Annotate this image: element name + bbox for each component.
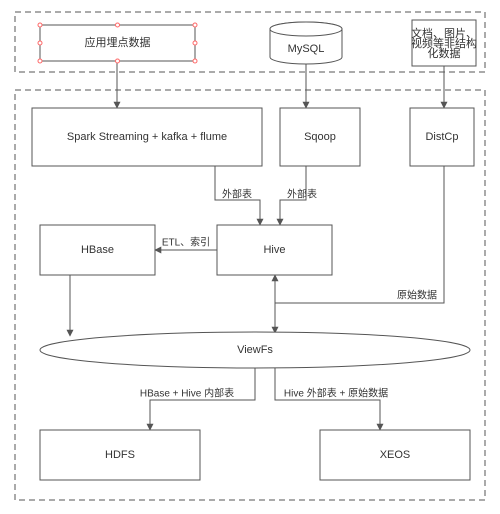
node-label-viewfs: ViewFs <box>237 344 273 356</box>
node-label-sqoop: Sqoop <box>304 131 336 143</box>
node-label-hbase: HBase <box>81 244 114 256</box>
selection-handle[interactable] <box>193 41 197 45</box>
node-hbase: HBase <box>40 225 155 275</box>
node-label-app-data: 应用埋点数据 <box>85 35 151 49</box>
node-label-mysql: MySQL <box>288 43 325 55</box>
node-hive: Hive <box>217 225 332 275</box>
node-label-ssf: Spark Streaming + kafka + flume <box>67 131 227 143</box>
selection-handle[interactable] <box>38 41 42 45</box>
node-app-data: 应用埋点数据 <box>38 23 197 63</box>
edge-label-viewfs-xeos: Hive 外部表 + 原始数据 <box>284 387 388 400</box>
node-docs: 文档、图片、视频等非结构化数据 <box>411 20 477 66</box>
architecture-diagram: 外部表 外部表 ETL、索引原始数据 HBase + Hive 内部表 Hive 外部表… <box>0 0 500 514</box>
edge-label-sqoop-hive: 外部表 <box>287 188 317 201</box>
node-ssf: Spark Streaming + kafka + flume <box>32 108 262 166</box>
edge-label-ssf-hive: 外部表 <box>222 188 252 201</box>
node-sqoop: Sqoop <box>280 108 360 166</box>
edge-label-viewfs-hdfs: HBase + Hive 内部表 <box>140 387 234 400</box>
node-label-hive: Hive <box>263 244 285 256</box>
node-mysql: MySQL <box>270 22 342 64</box>
node-hdfs: HDFS <box>40 430 200 480</box>
selection-handle[interactable] <box>116 23 120 27</box>
edge-label-hive-hbase: ETL、索引 <box>162 236 210 249</box>
node-label-xeos: XEOS <box>380 449 411 461</box>
node-distcp: DistCp <box>410 108 474 166</box>
node-viewfs: ViewFs <box>40 332 470 368</box>
selection-handle[interactable] <box>116 59 120 63</box>
edge-label-distcp-viewfs: 原始数据 <box>397 289 437 302</box>
node-label-hdfs: HDFS <box>105 449 135 461</box>
node-label-distcp: DistCp <box>425 131 458 143</box>
node-xeos: XEOS <box>320 430 470 480</box>
selection-handle[interactable] <box>38 23 42 27</box>
selection-handle[interactable] <box>38 59 42 63</box>
selection-handle[interactable] <box>193 23 197 27</box>
selection-handle[interactable] <box>193 59 197 63</box>
